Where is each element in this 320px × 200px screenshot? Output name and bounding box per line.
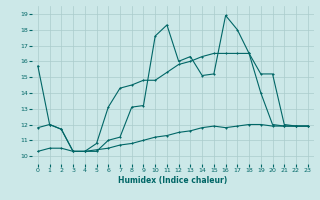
X-axis label: Humidex (Indice chaleur): Humidex (Indice chaleur) (118, 176, 228, 185)
